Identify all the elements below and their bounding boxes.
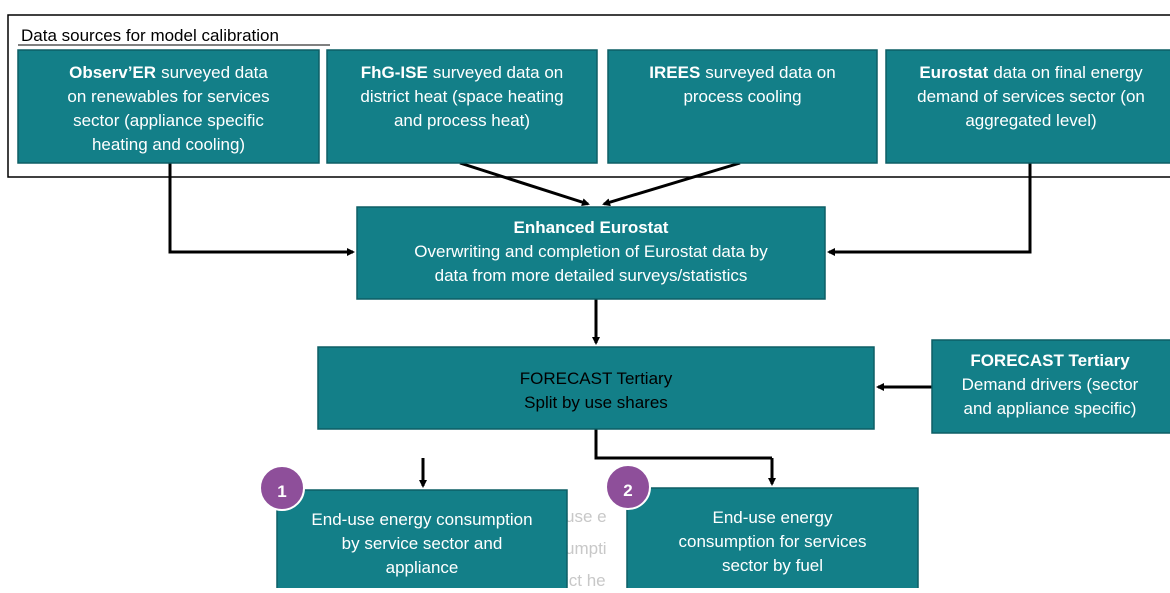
box-line: process cooling (683, 87, 801, 106)
box-line: Split by use shares (524, 393, 668, 412)
arrows (168, 161, 1032, 488)
box-line: data from more detailed surveys/statisti… (435, 266, 748, 285)
box-line: sector (appliance specific (73, 111, 264, 130)
ghost-line: use e (565, 507, 607, 526)
box-line: on renewables for services (67, 87, 269, 106)
source-rest: data on final energy (993, 63, 1143, 82)
output-box (626, 487, 919, 593)
enhanced-title: Enhanced Eurostat (514, 218, 669, 237)
source-frame (7, 14, 1170, 178)
ghost-line: umpti (565, 539, 607, 558)
box-line: by service sector and (342, 534, 503, 553)
badge-label: 1 (277, 482, 286, 501)
box-line: appliance (386, 558, 459, 577)
box-line: End-use energy (712, 508, 833, 527)
enhanced-box (356, 206, 826, 300)
frame-label: Data sources for model calibration (21, 26, 279, 45)
source-box (326, 49, 598, 164)
source-bold: Eurostat (919, 63, 988, 82)
source-box (607, 49, 878, 164)
badge-label: 2 (623, 481, 632, 500)
box-line: district heat (space heating (360, 87, 563, 106)
box-line: and appliance specific) (964, 399, 1137, 418)
source-rest: surveyed data on (705, 63, 835, 82)
box-line: Demand drivers (sector (962, 375, 1139, 394)
box-line: demand of services sector (on (917, 87, 1145, 106)
box-line: heating and cooling) (92, 135, 245, 154)
source-rest: surveyed data on (433, 63, 563, 82)
badge (259, 465, 305, 511)
forecast-box (317, 346, 875, 430)
source-first-line: Observ’ER surveyed data (69, 63, 268, 82)
box-line: consumption for services (678, 532, 866, 551)
ghost-line: ict he (565, 571, 606, 588)
box-line: sector by fuel (722, 556, 823, 575)
source-bold: Observ’ER (69, 63, 156, 82)
output-box (276, 489, 568, 593)
source-rest: surveyed data (161, 63, 268, 82)
box-line: FORECAST Tertiary (520, 369, 673, 388)
drivers-box (931, 339, 1170, 434)
source-first-line: IREES surveyed data on (649, 63, 835, 82)
source-bold: FhG-ISE (361, 63, 428, 82)
box-line: and process heat) (394, 111, 530, 130)
source-box (885, 49, 1170, 164)
source-bold: IREES (649, 63, 700, 82)
badge (605, 464, 651, 510)
source-first-line: Eurostat data on final energy (919, 63, 1143, 82)
drivers-title: FORECAST Tertiary (970, 351, 1130, 370)
box-line: Overwriting and completion of Eurostat d… (414, 242, 768, 261)
source-box (17, 49, 320, 164)
box-line: aggregated level) (965, 111, 1096, 130)
box-line: End-use energy consumption (311, 510, 532, 529)
source-first-line: FhG-ISE surveyed data on (361, 63, 563, 82)
